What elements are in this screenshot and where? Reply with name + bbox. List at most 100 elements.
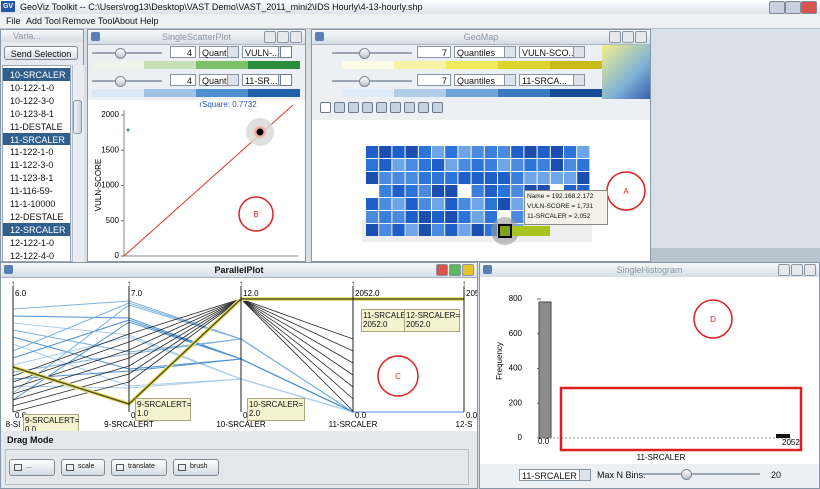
map-cell <box>511 172 524 184</box>
group-box <box>5 449 469 485</box>
window-button[interactable] <box>609 31 621 43</box>
dropdown[interactable]: 11-SRCALER <box>519 469 591 481</box>
list-item[interactable]: 11-123-8-1 <box>3 171 70 184</box>
slider-thumb[interactable] <box>115 48 127 59</box>
dropdown[interactable]: Quanti... <box>199 74 239 86</box>
data-line <box>12 298 354 412</box>
tool-icon[interactable] <box>362 102 373 113</box>
list-item[interactable]: 12-122-1-0 <box>3 236 70 249</box>
slider-thumb[interactable] <box>358 48 370 59</box>
window-button[interactable] <box>290 31 302 43</box>
label: 2052.0 <box>363 320 388 329</box>
dropdown[interactable]: VULN-SCO... <box>519 46 585 58</box>
list-item[interactable]: 10-123-8-1 <box>3 107 70 120</box>
desktop-strip <box>651 248 820 262</box>
text-input[interactable]: 7 <box>417 74 451 86</box>
window-button[interactable] <box>449 264 461 276</box>
map-cell <box>524 146 537 158</box>
annotation-circle <box>238 196 274 232</box>
button-icon <box>116 464 124 471</box>
menu-item[interactable]: File <box>6 16 21 26</box>
window-button[interactable] <box>462 264 474 276</box>
window-icon <box>315 32 324 41</box>
text-input[interactable]: 7 <box>417 46 451 58</box>
window-button[interactable] <box>791 264 803 276</box>
drag-mode-button[interactable]: brush <box>173 459 219 476</box>
dropdown[interactable]: Quantiles <box>454 46 516 58</box>
checkbox[interactable] <box>280 46 292 58</box>
slider-thumb[interactable] <box>358 76 370 87</box>
drag-mode-panel: Drag Mode... scale translate brush <box>1 431 477 488</box>
window-button[interactable] <box>277 31 289 43</box>
menu-item[interactable]: Remove Tool <box>62 16 115 26</box>
label: 10-122-1-0 <box>10 82 55 93</box>
window-button[interactable] <box>804 264 816 276</box>
tool-icon[interactable] <box>432 102 443 113</box>
slider-track <box>92 80 162 82</box>
tool-icon[interactable] <box>390 102 401 113</box>
list-item[interactable]: 10-SRCALER <box>3 68 70 81</box>
map-cell <box>379 198 392 210</box>
color-bar <box>196 89 248 97</box>
drag-mode-button[interactable]: ... <box>9 459 55 476</box>
map-cell <box>537 146 550 158</box>
window-button[interactable] <box>436 264 448 276</box>
list-item[interactable]: 12-DESTALE <box>3 210 70 223</box>
tool-icon[interactable] <box>320 102 331 113</box>
map-cell <box>392 159 405 171</box>
color-bar <box>394 89 446 97</box>
tool-icon[interactable] <box>334 102 345 113</box>
list-item[interactable]: 12-122-4-0 <box>3 249 70 261</box>
window-button[interactable] <box>264 31 276 43</box>
app-title: GeoViz Toolkit -- C:\Users\rog13\Desktop… <box>20 2 423 12</box>
window-button[interactable] <box>635 31 647 43</box>
y-tick-label: 1500 <box>101 145 119 154</box>
menu-item[interactable]: Help <box>140 16 159 26</box>
window-button[interactable] <box>778 264 790 276</box>
drag-mode-button[interactable]: scale <box>61 459 105 476</box>
map-cell <box>577 172 590 184</box>
send-selection-button[interactable]: Send Selection <box>4 46 78 60</box>
map-cell <box>432 224 445 236</box>
tool-icon[interactable] <box>418 102 429 113</box>
tool-icon[interactable] <box>348 102 359 113</box>
list-item[interactable]: 10-122-1-0 <box>3 81 70 94</box>
label: 11-DESTALE <box>10 121 63 132</box>
dropdown[interactable]: Quantiles <box>454 74 516 86</box>
tool-icon[interactable] <box>404 102 415 113</box>
list-item[interactable]: 11-DESTALE <box>3 120 70 133</box>
data-line <box>12 298 354 401</box>
checkbox[interactable] <box>280 74 292 86</box>
slider-thumb[interactable] <box>115 76 127 87</box>
list-item[interactable]: 11-122-1-0 <box>3 145 70 158</box>
axis-min: 0.0 <box>466 411 477 420</box>
label: 12-SRCALER <box>10 224 66 235</box>
map-cell <box>458 159 471 171</box>
dropdown[interactable]: Quanti... <box>199 46 239 58</box>
text-input[interactable]: 4 <box>170 74 196 86</box>
axis-arrow: ↑ <box>239 279 243 288</box>
list-item[interactable]: 11-SRCALER <box>3 132 70 146</box>
map-cell <box>524 159 537 171</box>
label: 9-SRCALERT= <box>25 416 80 425</box>
scroll-thumb[interactable] <box>73 100 82 134</box>
map-cell <box>405 146 418 158</box>
app-window-button[interactable] <box>785 1 801 14</box>
app-window-button[interactable] <box>769 1 785 14</box>
window-button[interactable] <box>622 31 634 43</box>
slider-thumb[interactable] <box>681 469 693 480</box>
list-item[interactable]: 11-116-59- <box>3 184 70 197</box>
map-cell <box>366 224 379 236</box>
list-item[interactable]: 10-122-3-0 <box>3 94 70 107</box>
slider-track <box>642 473 760 475</box>
menu-item[interactable]: About <box>114 16 138 26</box>
drag-mode-button[interactable]: translate <box>111 459 167 476</box>
text-input[interactable]: 4 <box>170 46 196 58</box>
tool-icon[interactable] <box>376 102 387 113</box>
list-item[interactable]: 12-SRCALER <box>3 222 70 236</box>
dropdown[interactable]: 11-SRCA... <box>519 74 585 86</box>
app-window-button[interactable] <box>801 1 817 14</box>
list-item[interactable]: 11-122-3-0 <box>3 158 70 171</box>
menu-item[interactable]: Add Tool <box>26 16 61 26</box>
list-item[interactable]: 11-1-10000 <box>3 197 70 210</box>
